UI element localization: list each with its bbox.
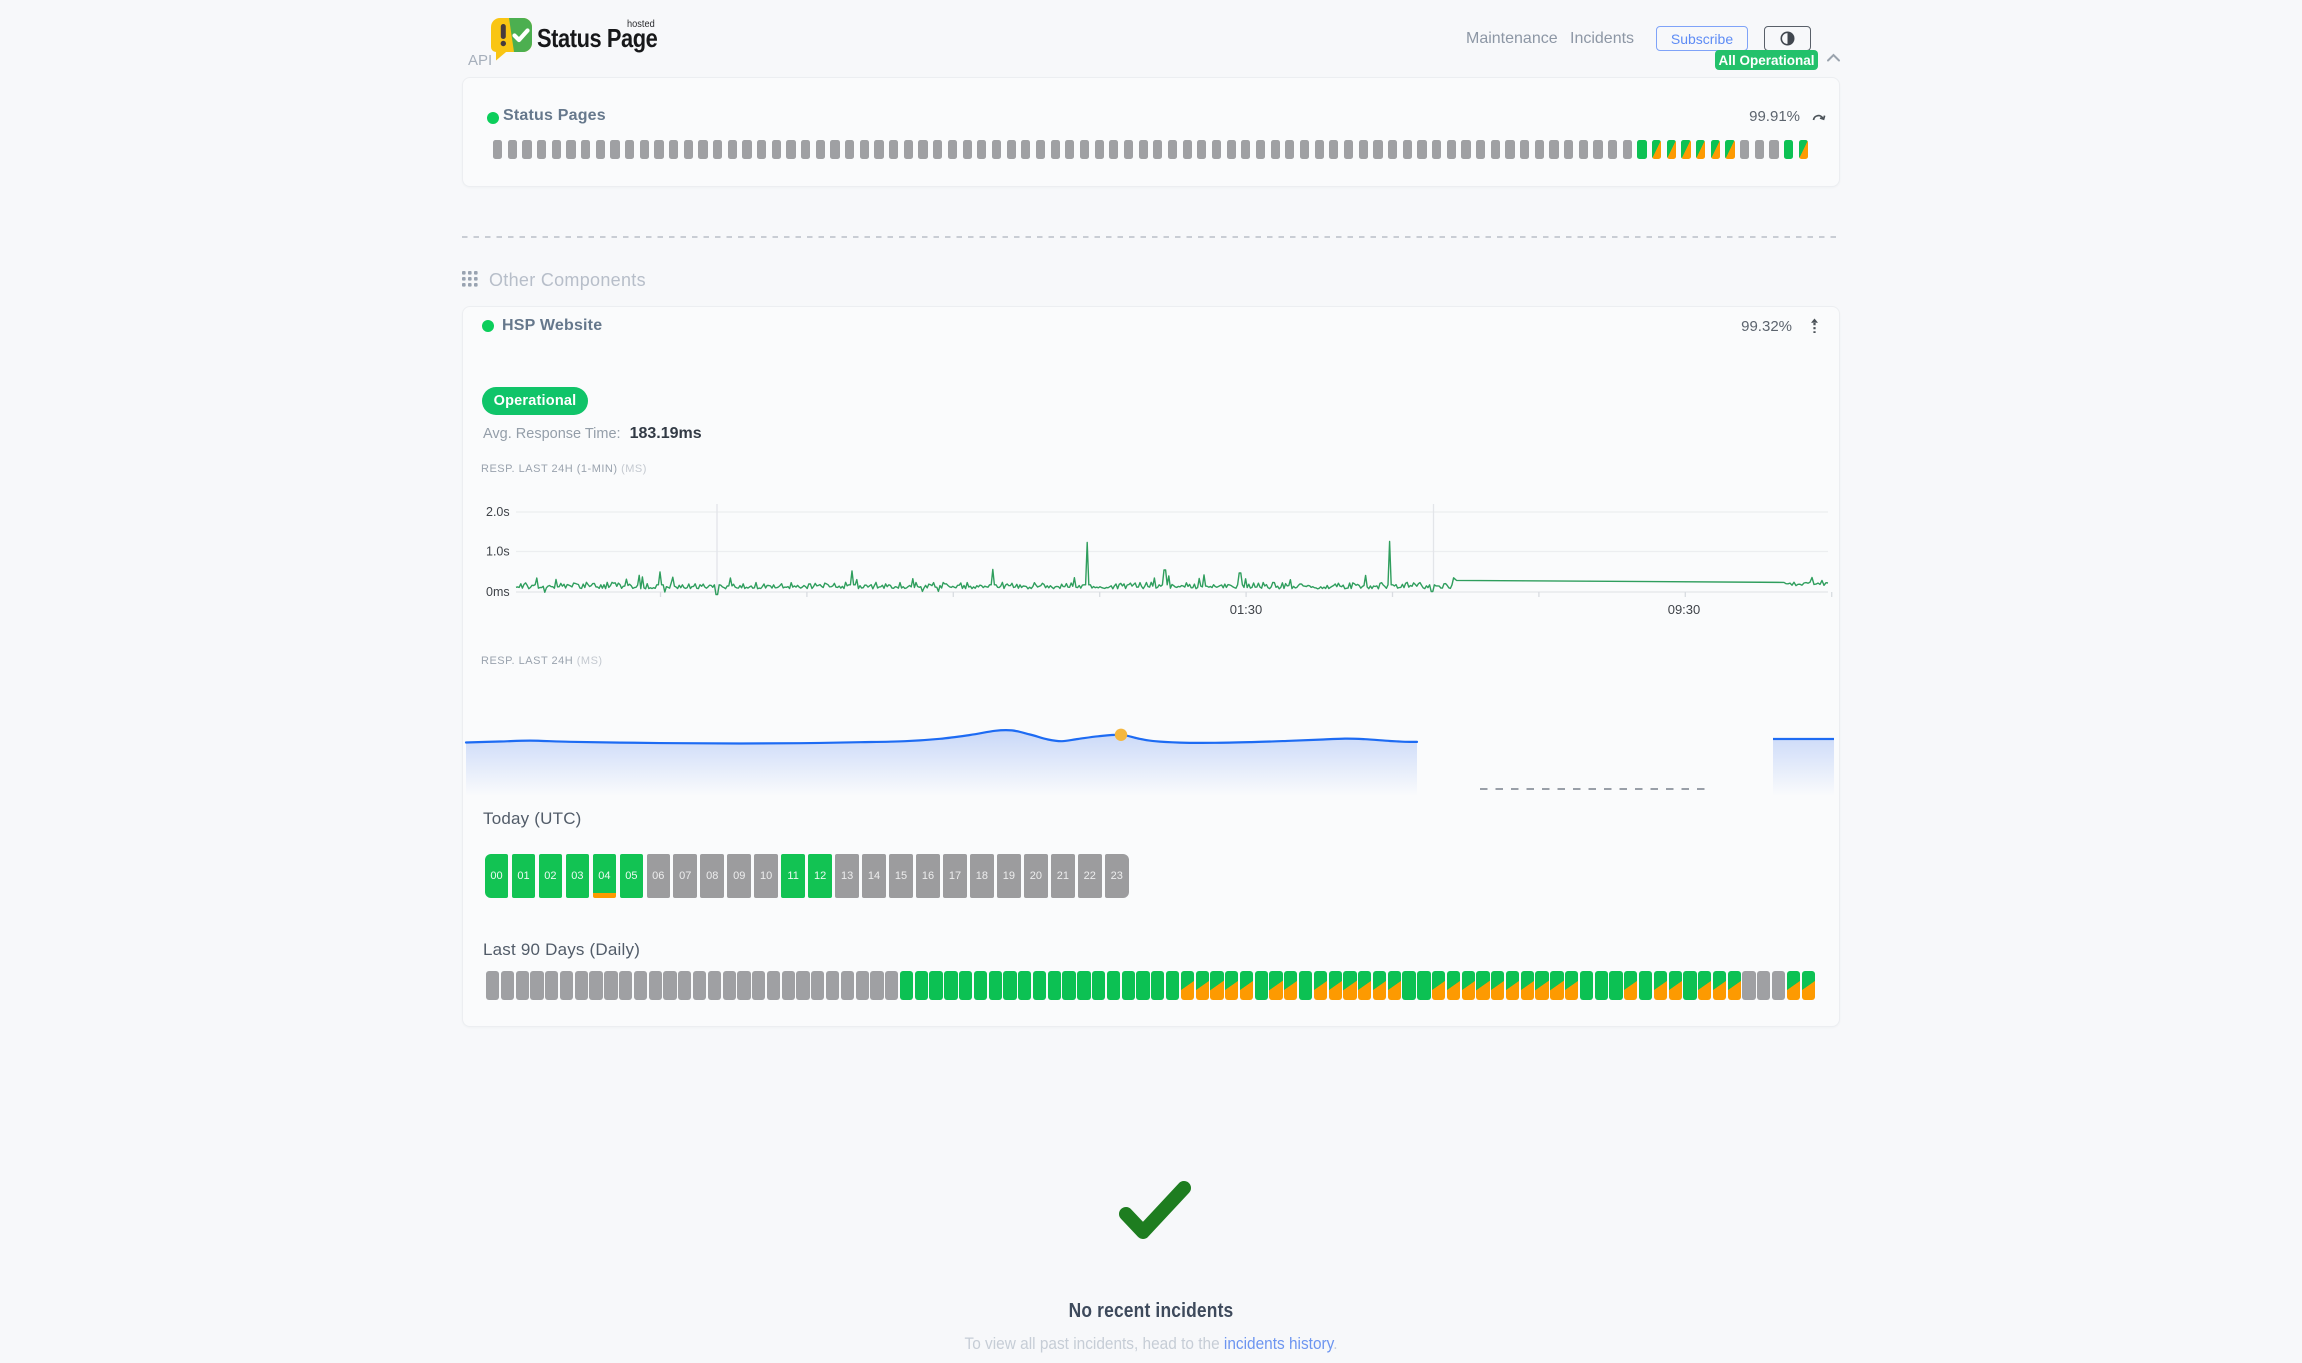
svg-text:01:30: 01:30 (1230, 602, 1263, 617)
svg-text:0ms: 0ms (486, 585, 510, 599)
svg-text:09:30: 09:30 (1668, 602, 1701, 617)
svg-text:1.0s: 1.0s (486, 545, 510, 559)
svg-text:2.0s: 2.0s (486, 505, 510, 519)
